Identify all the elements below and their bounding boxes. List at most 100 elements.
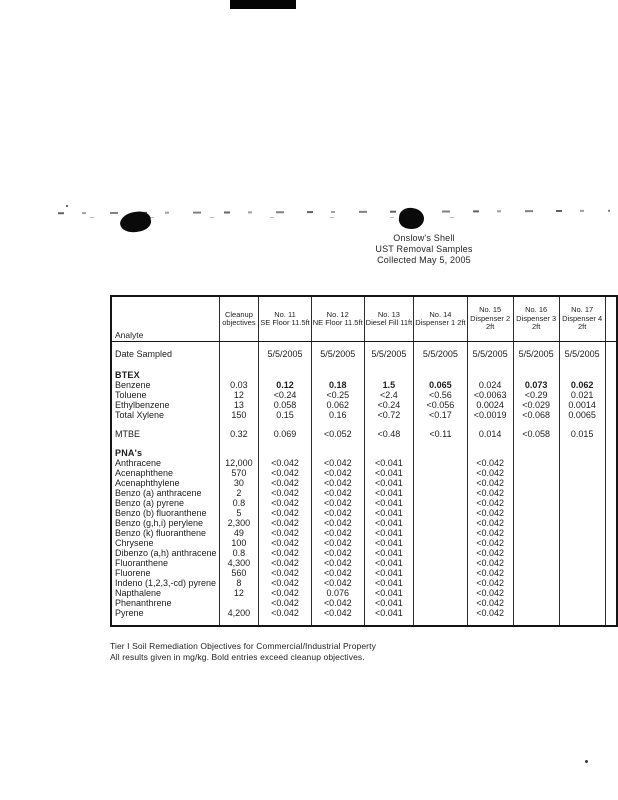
table-row: Napthalene 12 <0.042 0.076 <0.041 <0.042 [110, 588, 618, 598]
value-cell: <0.041 [363, 508, 415, 518]
value-cell [512, 448, 560, 458]
value-cell [512, 608, 560, 618]
value-cell [413, 458, 468, 468]
value-cell: <0.56 [413, 390, 468, 400]
empty-cell [363, 439, 415, 448]
column-header: No. 11 SE Floor 11.5ft [258, 296, 312, 342]
empty-cell [466, 361, 514, 370]
value-cell [413, 508, 468, 518]
empty-cell [218, 618, 260, 626]
value-cell: <0.042 [466, 508, 514, 518]
value-cell: <0.11 [413, 429, 468, 439]
collection-date-line: Collected May 5, 2005 [377, 255, 471, 265]
value-cell [512, 488, 560, 498]
value-cell: <0.042 [310, 498, 365, 508]
empty-cell [413, 361, 468, 370]
empty-cell [604, 588, 618, 598]
analyte-cell: Benzo (g,h,i) perylene [110, 518, 220, 528]
value-cell [413, 518, 468, 528]
table-row: Indeno (1,2,3,-cd) pyrene 8 <0.042 <0.042 <0… [110, 578, 618, 588]
analyte-cell: Acenaphthene [110, 468, 220, 478]
empty-cell [558, 420, 606, 429]
value-cell: 0.16 [310, 410, 365, 420]
empty-cell [110, 361, 220, 370]
value-cell: 5/5/2005 [466, 341, 514, 361]
value-cell [413, 488, 468, 498]
value-cell: <0.25 [310, 390, 365, 400]
footnotes-block: Tier I Soil Remediation Objectives for C… [110, 641, 530, 662]
value-cell [558, 608, 606, 618]
value-cell: <0.042 [466, 458, 514, 468]
value-cell: <0.042 [258, 568, 312, 578]
value-cell: <0.042 [258, 508, 312, 518]
empty-cell [310, 439, 365, 448]
scan-artifact-bar [230, 0, 296, 9]
value-cell: 5/5/2005 [258, 341, 312, 361]
empty-cell [512, 618, 560, 626]
value-cell: 0.15 [258, 410, 312, 420]
empty-cell [258, 618, 312, 626]
value-cell: <0.042 [466, 558, 514, 568]
analyte-cell: Phenanthrene [110, 598, 220, 608]
analyte-cell: Indeno (1,2,3,-cd) pyrene [110, 578, 220, 588]
value-cell [558, 478, 606, 488]
value-cell: <0.041 [363, 588, 415, 598]
objective-cell: 100 [218, 538, 260, 548]
analyte-cell: Anthracene [110, 458, 220, 468]
value-cell: <0.042 [310, 608, 365, 618]
value-cell [558, 598, 606, 608]
empty-cell [604, 508, 618, 518]
value-cell: 0.021 [558, 390, 606, 400]
value-cell: <0.042 [466, 488, 514, 498]
value-cell: 0.18 [310, 380, 365, 390]
value-cell [512, 518, 560, 528]
value-cell: <0.042 [466, 478, 514, 488]
value-cell: <0.042 [310, 518, 365, 528]
value-cell [558, 588, 606, 598]
footnote-tier1: Tier I Soil Remediation Objectives for C… [110, 641, 376, 651]
empty-cell [466, 420, 514, 429]
value-cell: <0.042 [466, 588, 514, 598]
value-cell: <0.042 [258, 468, 312, 478]
value-cell [413, 588, 468, 598]
empty-cell [604, 488, 618, 498]
value-cell: <0.042 [310, 458, 365, 468]
empty-cell [604, 548, 618, 558]
empty-cell [258, 361, 312, 370]
empty-cell [310, 361, 365, 370]
analyte-cell: Benzo (a) anthracene [110, 488, 220, 498]
value-cell: <0.042 [258, 498, 312, 508]
value-cell [413, 538, 468, 548]
value-cell: <0.042 [258, 588, 312, 598]
value-cell: 0.069 [258, 429, 312, 439]
empty-cell [218, 439, 260, 448]
analyte-cell: Toluene [110, 390, 220, 400]
value-cell [558, 498, 606, 508]
value-cell [258, 448, 312, 458]
empty-cell [413, 439, 468, 448]
analyte-cell: Date Sampled [110, 341, 220, 361]
objective-cell: 2 [218, 488, 260, 498]
spacer-row [110, 439, 618, 448]
empty-cell [604, 380, 618, 390]
objective-cell: 12,000 [218, 458, 260, 468]
spacer-row [110, 361, 618, 370]
empty-cell [258, 439, 312, 448]
analyte-cell: MTBE [110, 429, 220, 439]
value-cell [558, 448, 606, 458]
value-cell [413, 558, 468, 568]
value-cell: <0.042 [310, 598, 365, 608]
empty-cell [363, 618, 415, 626]
value-cell: 0.0024 [466, 400, 514, 410]
value-cell [512, 588, 560, 598]
analyte-cell: Fluorene [110, 568, 220, 578]
value-cell [558, 458, 606, 468]
value-cell: 0.014 [466, 429, 514, 439]
value-cell: <0.042 [258, 558, 312, 568]
value-cell: <0.068 [512, 410, 560, 420]
empty-cell [512, 420, 560, 429]
value-cell [413, 498, 468, 508]
value-cell: <0.042 [466, 598, 514, 608]
value-cell [413, 578, 468, 588]
